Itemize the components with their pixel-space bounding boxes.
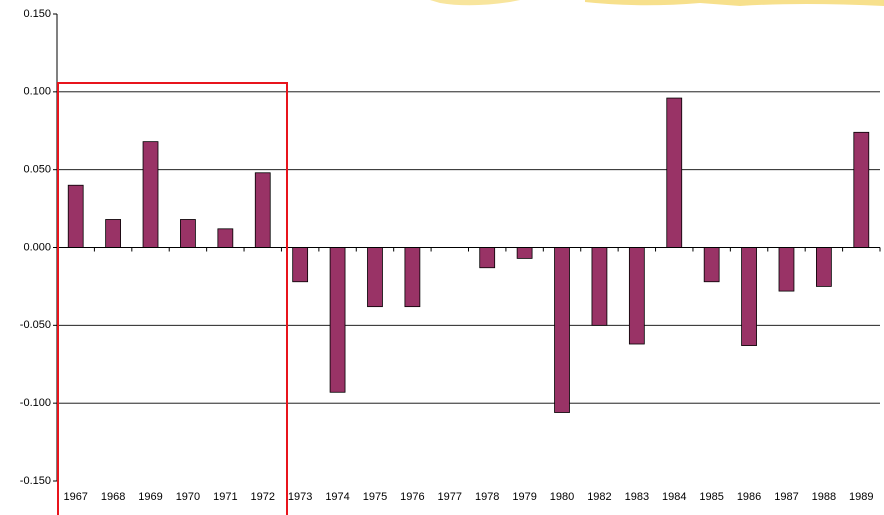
bar (554, 247, 570, 413)
y-tick-label: 0.150 (23, 8, 51, 20)
bar (666, 97, 683, 248)
x-tick-label: 1988 (812, 491, 836, 503)
y-tick-label: 0.050 (23, 164, 51, 176)
bar (67, 184, 84, 248)
decoration (430, 0, 520, 6)
x-tick-label: 1973 (288, 491, 312, 503)
x-tick-label: 1968 (101, 491, 125, 503)
bar (778, 247, 795, 292)
x-tick-label: 1972 (251, 491, 275, 503)
y-tick-label: -0.050 (20, 319, 51, 331)
bar (516, 247, 533, 259)
highlight-box (57, 82, 288, 515)
x-tick-label: 1974 (325, 491, 349, 503)
bar (853, 131, 870, 248)
bar (254, 172, 271, 248)
x-tick-label: 1971 (213, 491, 237, 503)
x-tick-label: 1970 (176, 491, 200, 503)
bar (741, 247, 757, 346)
x-tick-label: 1989 (849, 491, 873, 503)
y-tick-label: -0.100 (20, 397, 51, 409)
bar (404, 247, 421, 308)
x-tick-label: 1976 (400, 491, 424, 503)
bar (479, 247, 496, 269)
x-tick-label: 1979 (512, 491, 536, 503)
x-tick-label: 1983 (625, 491, 649, 503)
bar (105, 219, 121, 248)
bar (628, 247, 645, 345)
bar (703, 247, 720, 283)
bar (292, 247, 309, 283)
bar (329, 247, 346, 393)
bar (180, 219, 196, 248)
x-tick-label: 1967 (63, 491, 87, 503)
decoration (585, 0, 884, 6)
x-tick-label: 1977 (438, 491, 462, 503)
y-tick-label: 0.000 (23, 241, 51, 253)
bar (591, 247, 608, 326)
x-tick-label: 1975 (363, 491, 387, 503)
x-tick-label: 1987 (774, 491, 798, 503)
x-tick-label: 1978 (475, 491, 499, 503)
x-tick-label: 1980 (550, 491, 574, 503)
bar (816, 247, 832, 287)
y-tick-label: 0.100 (23, 86, 51, 98)
bar (142, 141, 159, 248)
y-tick-label: -0.150 (20, 475, 51, 487)
x-tick-label: 1985 (699, 491, 723, 503)
x-tick-label: 1969 (138, 491, 162, 503)
bar (217, 228, 234, 248)
x-tick-label: 1982 (587, 491, 611, 503)
x-tick-label: 1984 (662, 491, 686, 503)
x-tick-label: 1986 (737, 491, 761, 503)
bar (367, 247, 383, 308)
